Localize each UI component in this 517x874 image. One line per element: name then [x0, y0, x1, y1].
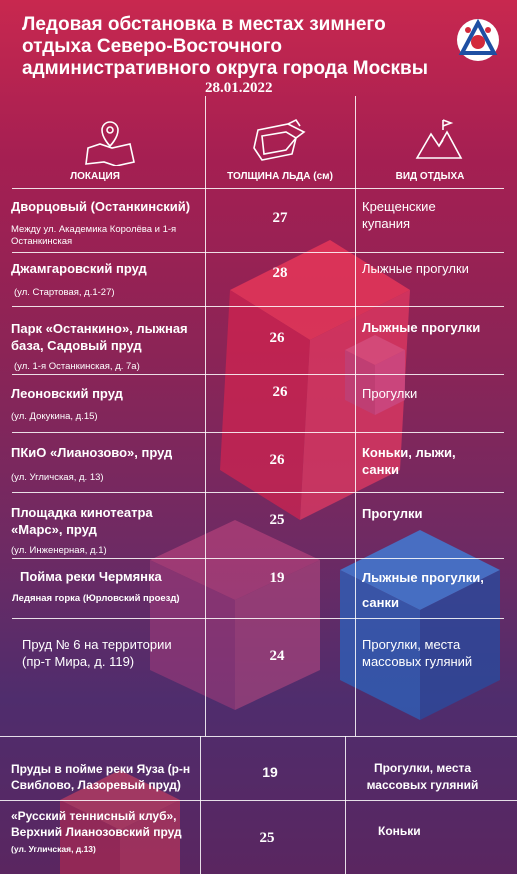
column-header-location: ЛОКАЦИЯ [70, 171, 120, 182]
red-cube-left [220, 290, 310, 520]
row-divider [12, 374, 504, 375]
column-divider [200, 736, 201, 874]
ice-thickness: 26 [272, 384, 288, 400]
moscow-emblem-icon [457, 18, 499, 61]
mountain-icon [415, 119, 463, 159]
column-divider [205, 96, 206, 736]
ice-thickness: 19 [269, 570, 285, 586]
row-divider [0, 800, 517, 801]
location-name: Пруд № 6 на территории [22, 637, 172, 652]
small-cube-right [375, 350, 405, 415]
location-name: Дворцовый (Останкинский) [11, 199, 191, 214]
page-title: Ледовая обстановка в местах зимнего отды… [22, 14, 428, 79]
location-name: Пруды в пойме реки Яуза (р-н Свиблово, Л… [11, 762, 191, 792]
ice-thickness: 28 [272, 265, 288, 281]
location-address: (ул. Инженерная, д.1) [11, 545, 107, 556]
location-address: Между ул. Академика Королёва и 1-я Остан… [11, 224, 177, 247]
red-cube-top [230, 240, 410, 340]
location-address: Ледяная горка (Юрловский проезд) [12, 593, 180, 604]
activity-type: Лыжные прогулки [362, 261, 469, 276]
pink-cube-right [235, 560, 320, 710]
location-name: Пойма реки Чермянка [20, 569, 162, 584]
location-address: (пр-т Мира, д. 119) [22, 654, 135, 669]
report-date: 28.01.2022 [205, 80, 273, 96]
row-divider [12, 252, 504, 253]
column-divider [355, 96, 356, 736]
ice-thickness: 27 [272, 210, 288, 226]
location-address: (ул. Докукина, д.15) [11, 411, 98, 422]
row-divider [12, 432, 504, 433]
activity-type: Прогулки [362, 386, 418, 401]
row-divider [12, 492, 504, 493]
activity-type: Прогулки, места массовых гуляний [366, 761, 479, 792]
column-header-thickness: ТОЛЩИНА ЛЬДА (см) [227, 171, 333, 182]
activity-type-continued: санки [362, 595, 399, 610]
location-address: (ул. Угличская, д.13) [11, 844, 96, 854]
location-name: Площадка кинотеатра «Марс», пруд [11, 505, 153, 537]
location-name: Джамгаровский пруд [11, 261, 147, 276]
column-divider [345, 736, 346, 874]
ice-thickness: 26 [269, 452, 285, 468]
activity-type: Крещенские купания [362, 199, 436, 231]
row-divider [12, 306, 504, 307]
blue-cube-right [420, 570, 500, 720]
row-divider [0, 736, 517, 737]
pink-cube-left [150, 560, 235, 710]
activity-type: Лыжные прогулки, [362, 570, 484, 585]
header-divider [12, 188, 504, 189]
small-cube-left [345, 350, 375, 415]
activity-type: Лыжные прогулки [362, 320, 481, 335]
location-name: ПКиО «Лианозово», пруд [11, 445, 173, 460]
ice-thickness: 26 [269, 330, 285, 346]
column-header-activity: ВИД ОТДЫХА [395, 171, 465, 182]
location-address: (ул. Угличская, д. 13) [11, 472, 104, 483]
location-address: (ул. Стартовая, д.1-27) [14, 287, 115, 298]
bottom-cube-left [60, 800, 120, 874]
activity-type: Коньки [378, 824, 421, 838]
location-address: (ул. 1-я Останкинская, д. 7а) [14, 361, 140, 372]
row-divider [12, 558, 504, 559]
activity-type: Прогулки, места массовых гуляний [362, 637, 473, 669]
ice-thickness-icon [253, 118, 306, 161]
ice-thickness: 24 [269, 648, 285, 664]
location-name: «Русский теннисный клуб», Верхний Лианоз… [11, 809, 182, 839]
ice-thickness: 25 [259, 830, 275, 846]
activity-type: Коньки, лыжи, санки [362, 445, 456, 477]
location-name: Парк «Останкино», лыжная база, Садовый п… [11, 321, 188, 353]
blue-cube-left [340, 570, 420, 720]
row-divider [12, 618, 504, 619]
ice-thickness: 19 [262, 764, 278, 780]
ice-thickness: 25 [269, 512, 285, 528]
activity-type: Прогулки [362, 506, 423, 521]
bottom-cube-right [120, 800, 180, 874]
location-map-icon [85, 121, 135, 166]
location-name: Леоновский пруд [11, 386, 123, 401]
